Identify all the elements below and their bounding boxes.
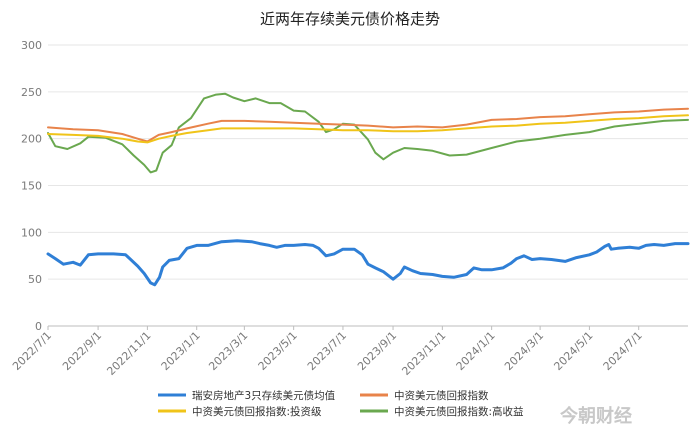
- x-tick-label: 2024/1/1: [454, 329, 498, 373]
- x-tick-label: 2022/9/1: [60, 329, 104, 373]
- y-tick-label: 0: [35, 320, 42, 333]
- y-tick-label: 50: [28, 273, 42, 286]
- chart-title: 近两年存续美元债价格走势: [260, 10, 440, 28]
- legend-label-1: 瑞安房地产3只存续美元债均值: [192, 389, 336, 402]
- legend-label-2: 中资美元债回报指数: [394, 389, 489, 402]
- y-tick-label: 100: [21, 226, 42, 239]
- x-tick-label: 2024/5/1: [551, 329, 595, 373]
- watermark: 今朝财经: [560, 405, 632, 427]
- x-axis-ticks: 2022/7/1 2022/9/1 2022/11/1 2023/1/1 2023/3/…: [10, 326, 645, 378]
- grid-layer: [48, 44, 688, 327]
- x-tick-label: 2023/5/1: [256, 329, 300, 373]
- series-line-3: [47, 114, 689, 144]
- x-tick-label: 2024/3/1: [502, 329, 546, 373]
- x-tick-label: 2023/11/1: [399, 329, 448, 378]
- y-tick-label: 300: [21, 39, 42, 52]
- series-line-4: [47, 92, 689, 174]
- y-tick-label: 150: [21, 180, 42, 193]
- y-tick-label: 250: [21, 86, 42, 99]
- y-tick-label: 200: [21, 133, 42, 146]
- legend-label-4: 中资美元债回报指数:高收益: [394, 405, 524, 418]
- x-tick-label: 2022/11/1: [104, 329, 153, 378]
- x-tick-label: 2022/7/1: [10, 329, 54, 373]
- y-axis-ticks: 0 50 100 150 200 250 300: [21, 39, 42, 333]
- x-tick-label: 2023/9/1: [355, 329, 399, 373]
- x-tick-label: 2023/1/1: [159, 329, 203, 373]
- series-line-2: [47, 107, 689, 143]
- x-tick-label: 2024/7/1: [601, 329, 645, 373]
- x-tick-label: 2023/3/1: [206, 329, 250, 373]
- series-layer: [46, 92, 690, 287]
- legend-label-3: 中资美元债回报指数:投资级: [192, 405, 322, 418]
- series-line-1: [46, 239, 690, 287]
- x-tick-label: 2023/7/1: [305, 329, 349, 373]
